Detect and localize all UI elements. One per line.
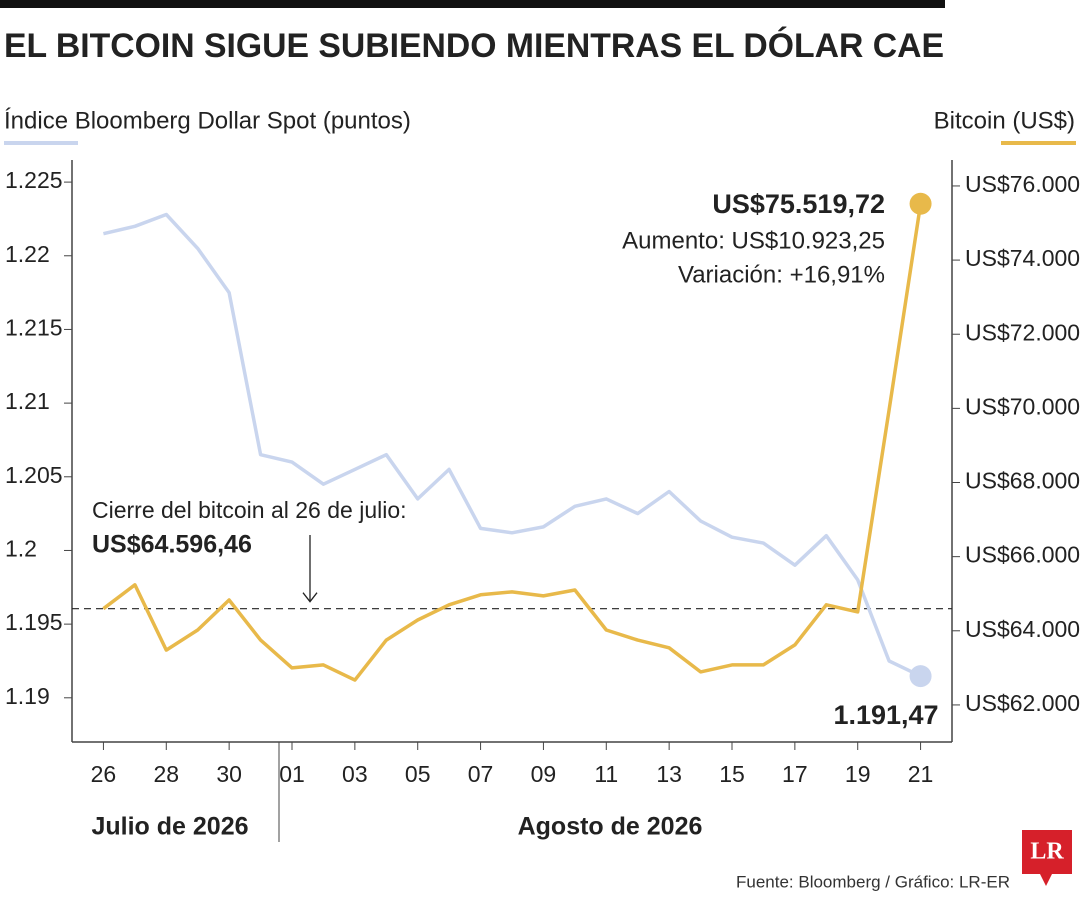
y-tick-label: 1.19 [5,683,50,709]
end-value-label: 1.191,47 [833,700,938,730]
x-tick-label: 30 [216,761,242,787]
y2-tick-label: US$72.000 [965,319,1080,345]
reference-arrowhead [302,592,318,603]
x-tick-label: 13 [656,761,682,787]
annotation: Aumento: US$10.923,25 [622,227,885,254]
top-bar [0,0,945,8]
y2-tick-label: US$74.000 [965,245,1080,271]
reference-text: Cierre del bitcoin al 26 de julio: [92,497,407,523]
logo-box [1022,830,1072,874]
x-group-label: Julio de 2026 [91,813,248,841]
x-tick-label: 05 [405,761,431,787]
x-tick-label: 01 [279,761,305,787]
legend-label: Índice Bloomberg Dollar Spot (puntos) [4,107,411,134]
y-tick-label: 1.225 [5,167,63,193]
annotation: Variación: +16,91% [678,261,885,288]
end-value-label: US$75.519,72 [712,189,885,219]
y2-tick-label: US$64.000 [965,616,1080,642]
x-tick-label: 03 [342,761,368,787]
y2-tick-label: US$62.000 [965,690,1080,716]
x-tick-label: 15 [719,761,745,787]
y2-tick-label: US$70.000 [965,393,1080,419]
chart-title: EL BITCOIN SIGUE SUBIENDO MIENTRAS EL DÓ… [4,27,944,65]
x-tick-label: 09 [531,761,557,787]
y-tick-label: 1.21 [5,388,50,414]
y2-tick-label: US$66.000 [965,542,1080,568]
x-tick-label: 21 [908,761,934,787]
series-line [102,203,923,682]
end-marker [909,665,932,688]
logo-tip [1040,874,1052,886]
source: Fuente: Bloomberg / Gráfico: LR-ER [736,872,1010,891]
y-tick-label: 1.205 [5,462,63,488]
y-tick-label: 1.195 [5,609,63,635]
series-line [102,212,922,678]
reference-label: US$64.596,46 [92,531,252,559]
x-tick-label: 26 [91,761,117,787]
y-tick-label: 1.2 [5,536,37,562]
legend-label: Bitcoin (US$) [934,107,1075,134]
y-tick-label: 1.215 [5,315,63,341]
x-tick-label: 17 [782,761,808,787]
x-group-label: Agosto de 2026 [518,813,703,841]
x-tick-label: 07 [468,761,494,787]
logo: LR [1030,839,1064,865]
x-tick-label: 19 [845,761,871,787]
y2-tick-label: US$76.000 [965,171,1080,197]
x-tick-label: 11 [594,761,618,787]
x-tick-label: 28 [153,761,179,787]
end-marker [909,192,932,215]
y-tick-label: 1.22 [5,241,50,267]
y2-tick-label: US$68.000 [965,468,1080,494]
